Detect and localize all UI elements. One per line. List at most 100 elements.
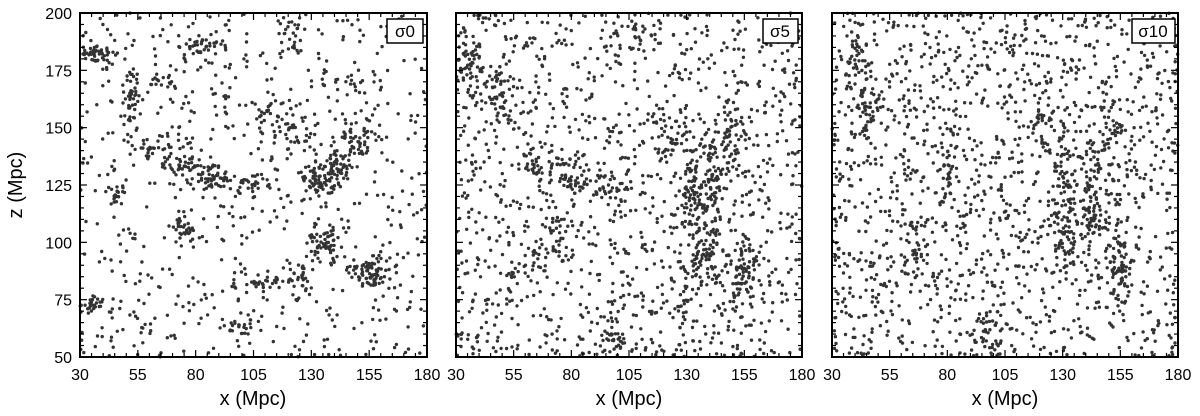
data-point [586,310,591,315]
data-point [303,288,308,293]
data-point [121,184,125,188]
data-point [1002,142,1006,146]
data-point [797,257,801,262]
data-point [986,104,990,108]
data-point [364,101,369,105]
data-point [890,291,894,295]
data-point [751,174,755,178]
data-point [231,124,235,128]
data-point [735,346,739,351]
data-point [1008,203,1012,207]
data-point [1085,333,1090,337]
data-point [323,237,327,242]
x-tick-label: 30 [71,367,89,384]
data-point [655,217,659,221]
data-point [353,272,358,276]
data-point [478,166,483,170]
data-point [100,249,104,254]
data-point [879,195,883,199]
data-point [627,292,631,297]
data-point [958,214,962,218]
panel-sigma10-points [830,11,1180,358]
data-point [295,138,300,143]
data-point [679,13,683,17]
data-point [146,90,150,95]
data-point [606,300,610,304]
data-point [643,27,647,31]
data-point [470,96,475,100]
data-point [260,110,264,114]
data-point [706,153,711,158]
data-point [680,321,685,326]
data-point [762,256,766,261]
data-point [597,175,601,180]
data-point [652,23,656,28]
data-point [346,219,350,223]
data-point [184,42,188,46]
data-point [128,97,132,102]
data-point [712,145,717,149]
data-point [994,134,999,139]
data-point [309,132,313,136]
data-point [189,182,193,186]
data-point [1142,195,1146,199]
data-point [669,153,673,157]
data-point [754,255,759,259]
data-point [705,204,710,209]
data-point [502,113,506,118]
data-point [626,168,631,172]
data-point [943,62,947,66]
data-point [398,223,403,227]
data-point [958,127,962,131]
data-point [837,49,841,53]
data-point [501,55,506,59]
data-point [598,187,602,191]
data-point [223,46,228,50]
data-point [406,347,411,351]
data-point [739,252,744,257]
data-point [899,224,903,228]
data-point [737,258,741,262]
data-point [594,243,598,248]
data-point [659,259,664,263]
data-point [996,101,1000,105]
data-point [145,205,149,209]
data-point [381,192,386,197]
data-point [500,252,505,257]
data-point [205,313,210,317]
data-point [465,227,469,231]
data-point [735,241,739,246]
data-point [692,135,696,139]
data-point [1042,345,1046,350]
data-point [667,73,672,78]
data-point [641,305,645,309]
data-point [722,105,726,109]
data-point [473,268,477,272]
data-point [124,279,128,284]
data-point [228,328,232,332]
data-point [718,280,722,285]
data-point [615,251,620,255]
data-point [1060,245,1065,250]
data-point [148,322,153,326]
data-point [345,93,349,97]
data-point [714,352,719,356]
data-point [332,243,336,248]
data-point [734,133,738,137]
data-point [632,129,636,133]
data-point [153,316,157,320]
data-point [708,168,712,172]
data-point [256,147,261,151]
data-point [293,344,297,348]
data-point [295,48,299,53]
data-point [204,296,208,300]
data-point [902,44,906,48]
data-point [1015,328,1019,332]
data-point [874,296,878,300]
data-point [256,319,261,324]
data-point [733,248,737,253]
data-point [856,21,861,26]
data-point [116,194,120,199]
data-point [705,13,709,17]
data-point [515,200,519,204]
